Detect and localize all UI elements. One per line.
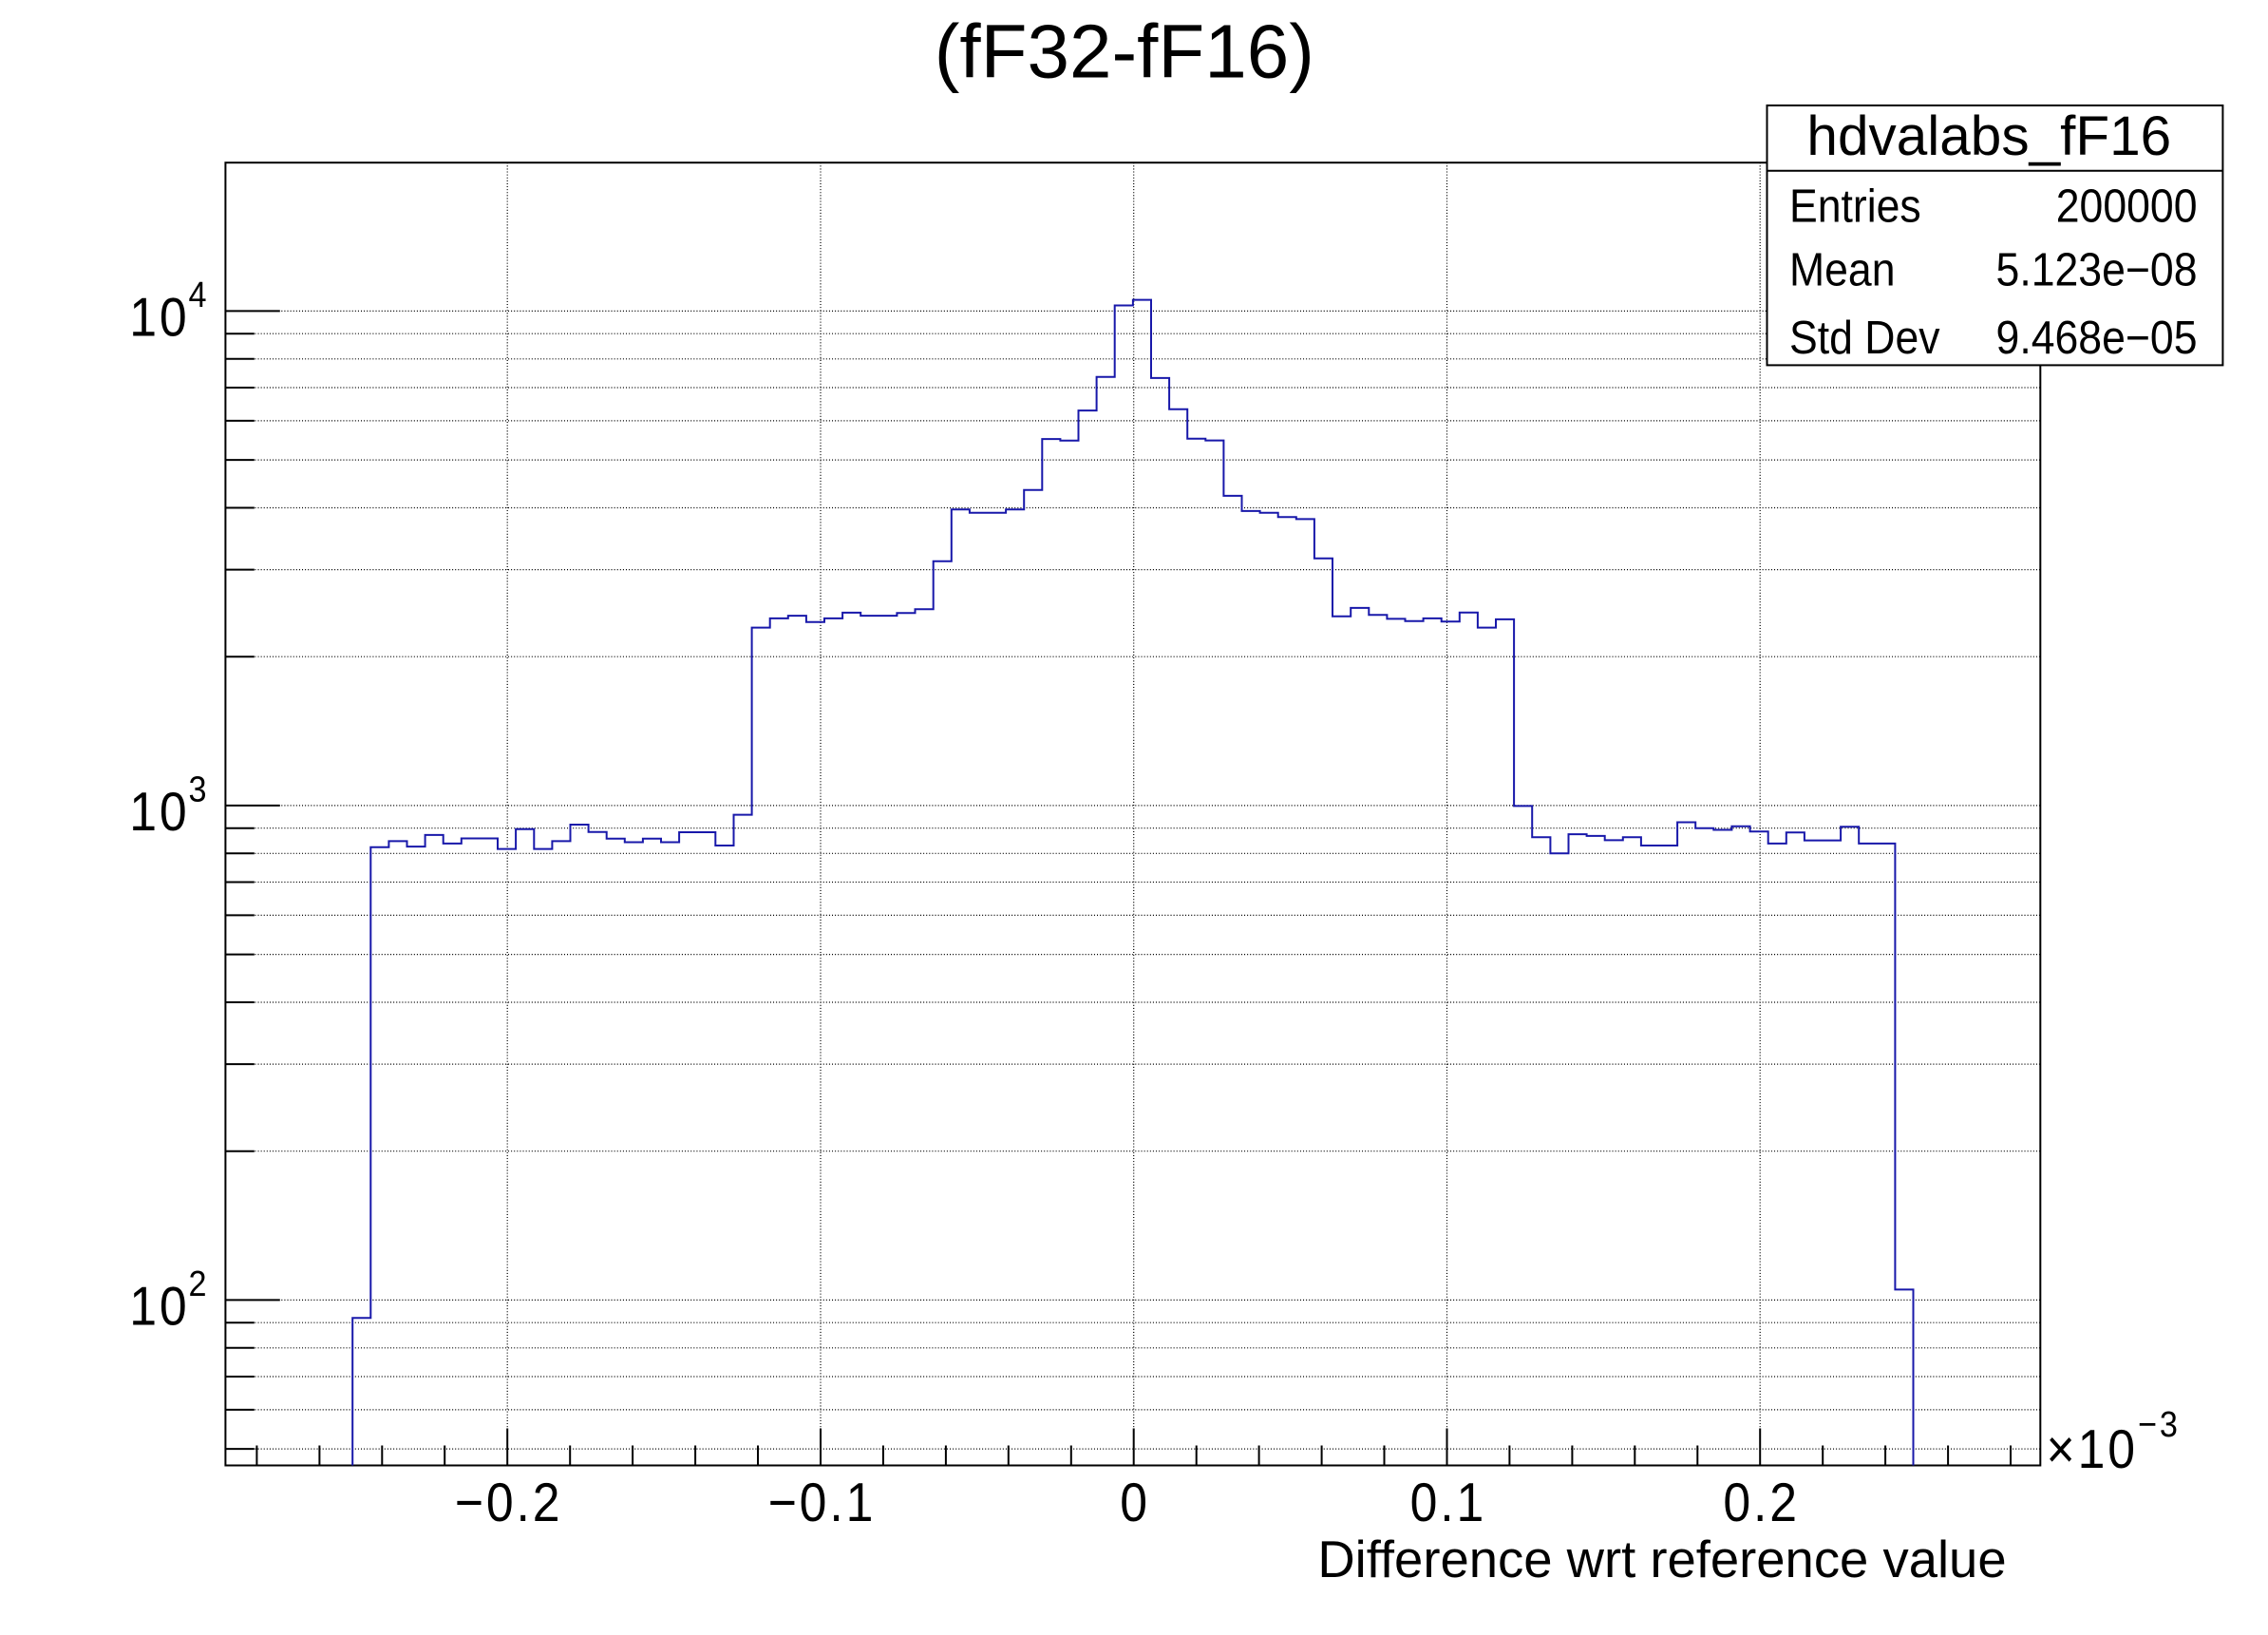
svg-text:4: 4 <box>189 274 207 314</box>
svg-text:hdvalabs_fF16: hdvalabs_fF16 <box>1806 105 2171 167</box>
svg-text:10: 10 <box>129 1275 189 1337</box>
svg-text:0.2: 0.2 <box>1723 1472 1800 1533</box>
svg-text:5.123e−08: 5.123e−08 <box>1996 244 2198 295</box>
svg-text:9.468e−05: 9.468e−05 <box>1996 312 2198 363</box>
svg-text:0.1: 0.1 <box>1410 1472 1487 1533</box>
svg-text:200000: 200000 <box>2056 180 2198 231</box>
svg-text:10: 10 <box>129 781 189 843</box>
svg-text:Difference wrt reference value: Difference wrt reference value <box>1317 1530 2006 1588</box>
svg-text:−0.2: −0.2 <box>455 1472 563 1533</box>
svg-text:Entries: Entries <box>1789 180 1921 231</box>
svg-text:(fF32-fF16): (fF32-fF16) <box>935 9 1314 93</box>
svg-text:Std Dev: Std Dev <box>1789 312 1940 363</box>
svg-text:2: 2 <box>189 1263 207 1303</box>
svg-text:−0.1: −0.1 <box>768 1472 877 1533</box>
svg-text:10: 10 <box>129 286 189 348</box>
svg-text:−3: −3 <box>2138 1403 2181 1444</box>
svg-text:0: 0 <box>1120 1472 1150 1533</box>
svg-text:Mean: Mean <box>1789 244 1895 295</box>
svg-text:×10: ×10 <box>2047 1417 2138 1479</box>
svg-text:3: 3 <box>189 769 207 809</box>
